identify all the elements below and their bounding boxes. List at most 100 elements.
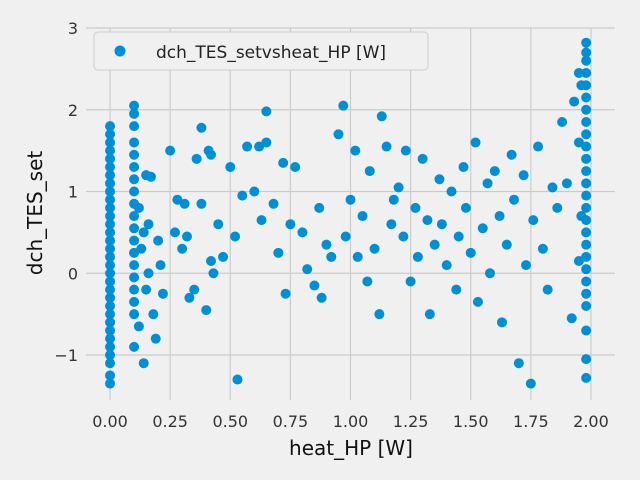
y-axis-label: dch_TES_set [23,151,47,276]
data-point [105,284,116,295]
x-tick-label: 0.25 [152,412,188,431]
data-point [105,325,116,336]
data-point [441,260,452,271]
data-point [129,272,140,283]
data-point [518,170,529,181]
data-point [129,284,140,295]
x-tick-label: 1.00 [333,412,369,431]
data-point [417,153,428,164]
data-point [482,178,493,189]
data-point [369,243,380,254]
series-points [105,37,592,389]
data-point [581,239,592,250]
data-point [509,194,520,205]
data-point [129,100,140,111]
data-point [581,372,592,383]
data-point [494,211,505,222]
data-point [105,350,116,361]
data-point [278,157,289,168]
data-point [398,231,409,242]
data-point [581,117,592,128]
data-point [230,231,241,242]
data-point [105,170,116,181]
data-point [201,305,212,316]
data-point [321,239,332,250]
y-tick-label: 1 [68,183,78,202]
data-point [309,280,320,291]
data-point [573,67,584,78]
data-point [206,149,217,160]
data-point [506,149,517,160]
data-point [501,239,512,250]
data-point [364,166,375,177]
data-point [376,111,387,122]
data-point [105,202,116,213]
data-point [472,296,483,307]
data-point [177,243,188,254]
data-point [105,370,116,381]
data-point [105,260,116,271]
data-point [581,202,592,213]
y-tick-labels: −1 0 1 2 3 [54,19,78,365]
data-point [528,215,539,226]
legend-box [93,31,429,71]
data-point [569,96,580,107]
y-tick-label: 2 [68,101,78,120]
data-point [218,251,229,262]
data-point [129,186,140,197]
data-point [129,223,140,234]
legend: dch_TES_setvsheat_HP [W] [93,31,429,71]
data-point [105,251,116,262]
data-point [422,215,433,226]
data-point [290,161,301,172]
data-point [256,215,267,226]
x-tick-label: 0.00 [92,412,128,431]
data-point [261,106,272,117]
data-point [129,149,140,160]
data-point [453,231,464,242]
data-point [393,182,404,193]
data-point [581,55,592,66]
data-point [148,309,159,320]
data-point [477,223,488,234]
x-tick-label: 1.25 [393,412,429,431]
data-point [184,292,195,303]
legend-label: dch_TES_setvsheat_HP [W] [156,43,386,63]
data-point [386,219,397,230]
data-point [542,284,553,295]
data-point [249,186,260,197]
data-point [105,219,116,230]
data-point [138,358,149,369]
data-point [129,235,140,246]
data-point [436,219,447,230]
x-tick-labels: 0.00 0.25 0.50 0.75 1.00 1.25 1.50 1.75 2.00 [92,412,609,431]
data-point [316,292,327,303]
x-tick-label: 0.50 [212,412,248,431]
data-point [525,378,536,389]
data-point [145,171,156,182]
data-point [521,260,532,271]
data-point [242,141,253,152]
data-point [268,198,279,209]
x-tick-label: 1.75 [513,412,549,431]
data-point [285,219,296,230]
data-point [581,141,592,152]
data-point [150,333,161,344]
data-point [129,108,140,119]
data-point [196,198,207,209]
data-point [388,194,399,205]
data-point [105,341,116,352]
data-point [105,358,116,369]
data-point [105,292,116,303]
data-point [189,284,200,295]
data-point [581,37,592,48]
data-point [362,276,373,287]
data-point [581,264,592,275]
data-point [273,247,284,258]
data-point [561,178,572,189]
data-point [434,174,445,185]
data-point [581,251,592,262]
data-point [326,251,337,262]
y-tick-label: 0 [68,264,78,283]
data-point [470,137,481,148]
